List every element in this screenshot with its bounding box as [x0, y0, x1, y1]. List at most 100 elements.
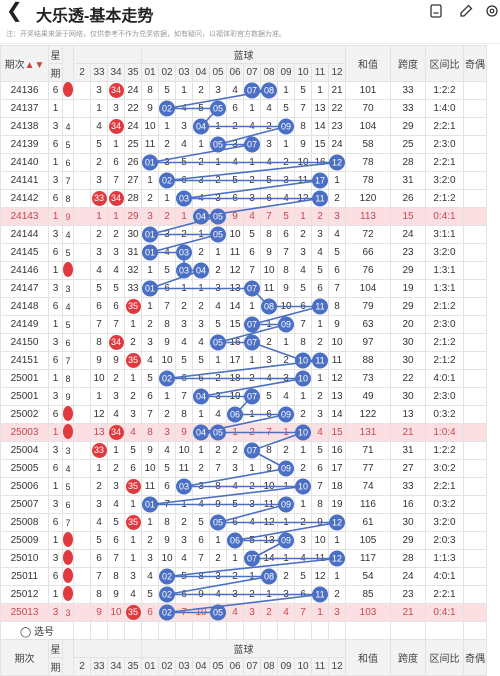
page-title[interactable]: 大乐透-基本走势: [36, 8, 154, 25]
period-cell[interactable]: 25001: [0, 387, 49, 406]
period-cell[interactable]: 24139: [0, 135, 49, 154]
red-cell: 34: [107, 423, 125, 442]
period-cell[interactable]: 24150: [0, 333, 49, 352]
pick-cell[interactable]: [107, 621, 125, 640]
edit-icon[interactable]: [458, 3, 474, 19]
settings-icon[interactable]: [484, 3, 500, 19]
left-cell: 6: [62, 153, 74, 172]
pick-cell[interactable]: [73, 621, 91, 640]
blue-cell: 10: [158, 351, 176, 370]
pick-cell[interactable]: [192, 621, 210, 640]
star-header-bottom: 期: [48, 63, 63, 82]
red-cell: 1: [124, 531, 142, 550]
pick-cell[interactable]: [90, 621, 108, 640]
blue-cell: 08: [260, 297, 278, 316]
period-cell[interactable]: 24147: [0, 279, 49, 298]
blue-cell: 6: [260, 189, 278, 208]
period-cell[interactable]: 24151: [0, 351, 49, 370]
period-cell[interactable]: 25006: [0, 477, 49, 496]
chevron-down-icon[interactable]: ⌄: [146, 4, 157, 18]
period-cell[interactable]: 24149: [0, 315, 49, 334]
document-icon[interactable]: [428, 3, 444, 19]
blue-cell: 2: [209, 171, 227, 190]
left-cell: 3: [62, 603, 74, 622]
red-ball: 35: [125, 605, 141, 620]
left-cell: 7: [62, 351, 74, 370]
red-ball: [63, 262, 73, 277]
red-ball: 35: [125, 515, 141, 530]
period-cell[interactable]: 25009: [0, 531, 49, 550]
pick-number-button[interactable]: ◯ 选号: [0, 621, 74, 640]
period-cell[interactable]: 24141: [0, 171, 49, 190]
period-cell[interactable]: 24138: [0, 117, 49, 136]
period-cell[interactable]: 24145: [0, 243, 49, 262]
period-cell[interactable]: 24142: [0, 189, 49, 208]
pick-cell[interactable]: [328, 621, 346, 640]
sum-cell: 122: [345, 405, 391, 424]
period-cell[interactable]: 24146: [0, 261, 49, 280]
pick-cell[interactable]: [124, 621, 142, 640]
draw-row: 25001 1 8 10 2 1 5 02 6 6 2 18 2 4 3 10 1 12 73 22 4:0:1: [0, 369, 487, 388]
period-cell[interactable]: 25003: [0, 423, 49, 442]
red-ball: 34: [108, 119, 124, 134]
blue-cell: 5: [141, 585, 159, 604]
pick-cell[interactable]: [277, 621, 295, 640]
pick-cell[interactable]: [345, 621, 391, 640]
left-cell: 9: [62, 207, 74, 226]
period-cell[interactable]: 25007: [0, 495, 49, 514]
pick-cell[interactable]: [141, 621, 159, 640]
period-cell[interactable]: 25012: [0, 585, 49, 604]
blue-number-header: 08: [260, 657, 278, 676]
blue-cell: 08: [260, 567, 278, 586]
left-col-header: [62, 45, 74, 82]
period-cell[interactable]: 25002: [0, 405, 49, 424]
draw-row: 25006 1 5 2 3 35 11 6 03 3 8 4 2 10 1 10 7 18 74 33 2:2:1: [0, 477, 487, 496]
period-cell[interactable]: 25001: [0, 369, 49, 388]
blue-cell: 4: [226, 477, 244, 496]
pick-cell[interactable]: [226, 621, 244, 640]
blue-cell: 15: [226, 315, 244, 334]
pick-cell[interactable]: [425, 621, 464, 640]
blue-cell: 5: [175, 153, 193, 172]
pick-cell[interactable]: [463, 621, 487, 640]
period-cell[interactable]: 24136: [0, 81, 49, 100]
blue-cell: 1: [243, 459, 261, 478]
blue-cell: 2: [243, 585, 261, 604]
span-cell: 30: [390, 351, 426, 370]
blue-cell: 9: [311, 513, 329, 532]
period-cell[interactable]: 25011: [0, 567, 49, 586]
draw-row: 25012 1 8 9 4 5 02 6 9 4 3 2 1 3 6 11 2 85 23 2:2:1: [0, 585, 487, 604]
odd-even-cell: [463, 603, 487, 622]
period-cell[interactable]: 25010: [0, 549, 49, 568]
blue-cell: 13: [311, 99, 329, 118]
pick-cell[interactable]: [311, 621, 329, 640]
blue-number-header: 09: [277, 657, 295, 676]
back-icon[interactable]: ❮: [6, 0, 23, 22]
pick-cell[interactable]: [294, 621, 312, 640]
blue-cell: 8: [294, 117, 312, 136]
pick-cell[interactable]: [390, 621, 426, 640]
period-cell[interactable]: 24140: [0, 153, 49, 172]
blue-cell: 9: [175, 423, 193, 442]
red-cell: 5: [90, 135, 108, 154]
blue-cell: 3: [277, 585, 295, 604]
period-cell[interactable]: 25013: [0, 603, 49, 622]
period-cell[interactable]: 25004: [0, 441, 49, 460]
star-cell: 1: [48, 261, 63, 280]
period-header[interactable]: 期次▲▼: [0, 45, 49, 82]
pick-cell[interactable]: [260, 621, 278, 640]
red-cell: 3: [107, 387, 125, 406]
period-cell[interactable]: 25005: [0, 459, 49, 478]
blue-cell: 4: [260, 369, 278, 388]
period-cell[interactable]: 24137: [0, 99, 49, 118]
blue-cell: 1: [260, 585, 278, 604]
pick-cell[interactable]: [158, 621, 176, 640]
pick-cell[interactable]: [243, 621, 261, 640]
period-cell[interactable]: 24143: [0, 207, 49, 226]
pick-cell[interactable]: [175, 621, 193, 640]
period-cell[interactable]: 24148: [0, 297, 49, 316]
blue-cell: 8: [141, 81, 159, 100]
pick-cell[interactable]: [209, 621, 227, 640]
period-cell[interactable]: 24144: [0, 225, 49, 244]
period-cell[interactable]: 25008: [0, 513, 49, 532]
